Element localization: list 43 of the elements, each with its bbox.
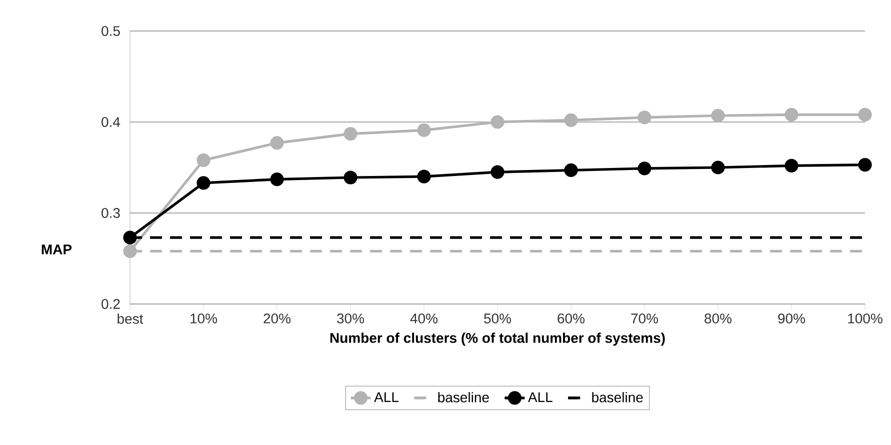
- legend-label: ALL: [528, 392, 552, 402]
- point: [196, 153, 210, 168]
- legend-label: ALL: [374, 392, 398, 402]
- x-tick-label: 60%: [558, 314, 585, 324]
- point: [417, 170, 431, 184]
- legend-label: baseline: [438, 392, 489, 402]
- point: [638, 162, 652, 176]
- point: [270, 136, 284, 150]
- point: [344, 127, 358, 141]
- x-tick-label: 40%: [410, 314, 438, 324]
- x-tick-label: 10%: [190, 314, 218, 324]
- y-tick-label: 0.4: [102, 117, 120, 127]
- point: [417, 123, 431, 137]
- x-tick-label: 100%: [848, 314, 882, 324]
- point: [784, 108, 798, 122]
- point: [490, 115, 504, 129]
- point: [711, 108, 725, 122]
- legend-label: baseline: [592, 392, 643, 402]
- point: [564, 163, 578, 178]
- x-tick-label: 80%: [704, 314, 732, 324]
- x-tick-label: 30%: [337, 314, 364, 324]
- point: [858, 158, 872, 172]
- x-axis-title: Number of clusters (% of total number of systems): [330, 332, 665, 346]
- point: [270, 172, 284, 186]
- x-tick-label: 50%: [484, 314, 512, 324]
- y-tick-label: 0.5: [102, 26, 120, 36]
- x-tick-label: best: [118, 314, 144, 324]
- x-tick-label: 70%: [631, 314, 658, 324]
- point: [196, 176, 210, 190]
- y-axis-title: MAP: [42, 244, 72, 254]
- point: [344, 170, 358, 184]
- y-tick-label: 0.2: [102, 299, 120, 309]
- point: [858, 108, 872, 122]
- point: [490, 165, 504, 179]
- point: [784, 158, 798, 172]
- x-tick-label: 90%: [778, 314, 806, 324]
- point: [564, 113, 578, 127]
- point: [638, 110, 652, 124]
- point: [711, 160, 725, 174]
- point: [123, 230, 137, 244]
- point: [123, 244, 137, 258]
- x-tick-label: 20%: [264, 314, 291, 324]
- y-tick-label: 0.3: [102, 208, 120, 218]
